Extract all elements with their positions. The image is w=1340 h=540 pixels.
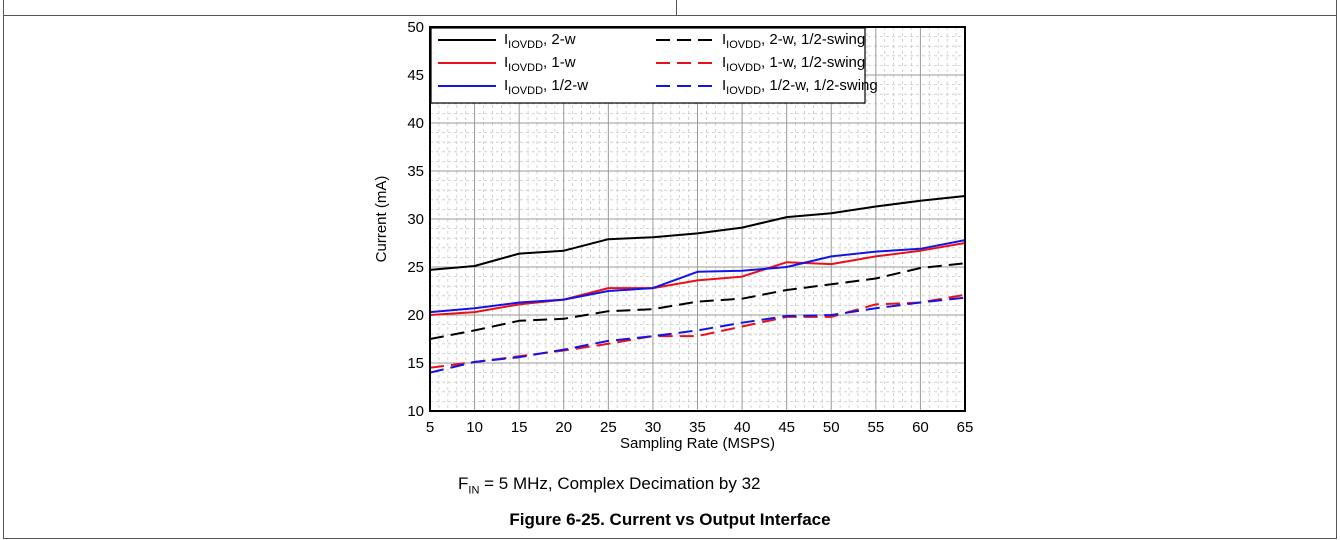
x-tick-label: 45 bbox=[778, 419, 795, 436]
y-tick-label: 25 bbox=[407, 259, 424, 276]
legend-entry: IIOVDD, 1-w, 1/2-swing bbox=[722, 54, 865, 74]
x-tick-label: 20 bbox=[555, 419, 572, 436]
x-tick-label: 55 bbox=[867, 419, 884, 436]
x-tick-label: 30 bbox=[645, 419, 662, 436]
test-condition: FIN = 5 MHz, Complex Decimation by 32 bbox=[458, 474, 761, 497]
legend-entry: IIOVDD, 1/2-w, 1/2-swing bbox=[722, 77, 878, 97]
current-vs-sampling-rate-chart: 5 10 15 20 25 30 35 40 45 50 55 60 65101520253035404… bbox=[373, 19, 974, 452]
legend-entry: IIOVDD, 1/2-w bbox=[504, 77, 588, 97]
legend-box bbox=[430, 27, 866, 104]
y-tick-label: 15 bbox=[407, 355, 424, 372]
y-tick-label: 40 bbox=[407, 115, 424, 132]
y-tick-label: 35 bbox=[407, 163, 424, 180]
y-tick-label: 45 bbox=[407, 67, 424, 84]
x-tick-label: 15 bbox=[511, 419, 528, 436]
y-tick-label: 30 bbox=[407, 211, 424, 228]
x-tick-label: 40 bbox=[734, 419, 751, 436]
series-line-4 bbox=[429, 262, 966, 340]
y-axis-label: Current (mA) bbox=[373, 176, 390, 263]
y-tick-label: 20 bbox=[407, 307, 424, 324]
x-tick-label: 65 bbox=[957, 419, 974, 436]
x-tick-label: 60 bbox=[912, 419, 929, 436]
x-tick-label: 50 bbox=[823, 419, 840, 436]
top-rule bbox=[3, 15, 1336, 16]
x-tick-label: 5 bbox=[426, 419, 434, 436]
series-line-2 bbox=[429, 242, 966, 316]
figure-caption: Figure 6-25. Current vs Output Interface bbox=[509, 510, 831, 529]
x-axis-label: Sampling Rate (MSPS) bbox=[620, 435, 775, 452]
legend: IIOVDD, 2-w IIOVDD, 1-w IIOVDD, 1/2-w IIOVD… bbox=[430, 27, 878, 104]
legend-entry: IIOVDD, 2-w bbox=[504, 31, 576, 51]
y-tick-label: 10 bbox=[407, 403, 424, 420]
x-tick-label: 35 bbox=[689, 419, 706, 436]
x-tick-label: 25 bbox=[600, 419, 617, 436]
legend-entry: IIOVDD, 1-w bbox=[504, 54, 576, 74]
series-line-6 bbox=[429, 296, 966, 374]
page-frame bbox=[3, 0, 1337, 539]
y-tick-label: 50 bbox=[407, 19, 424, 36]
legend-entry: IIOVDD, 2-w, 1/2-swing bbox=[722, 31, 865, 51]
column-divider bbox=[676, 0, 677, 15]
x-tick-label: 10 bbox=[466, 419, 483, 436]
plot-area-border bbox=[429, 26, 966, 412]
